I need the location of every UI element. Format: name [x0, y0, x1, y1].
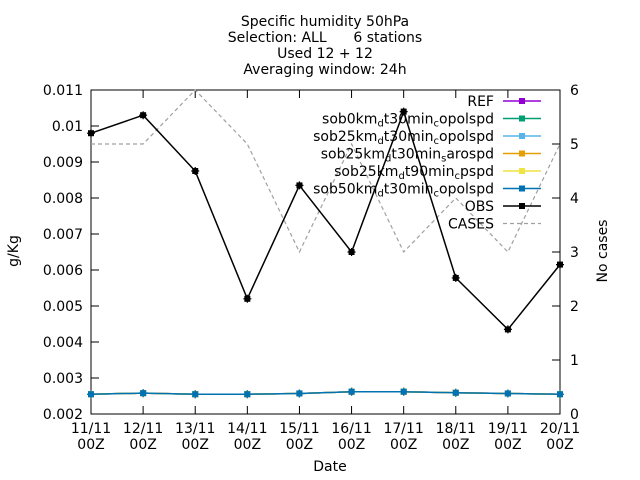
legend-label: sob25kmdt30mincopolspd: [313, 129, 494, 147]
data-point-cross: [556, 260, 564, 269]
y2-tick-label: 3: [570, 245, 579, 261]
x-tick-label-date: 18/11: [436, 421, 476, 437]
x-tick-label-time: 00Z: [546, 437, 573, 453]
legend-marker: [519, 150, 525, 157]
x-tick-label-time: 00Z: [286, 437, 313, 453]
series-layer: [87, 89, 564, 399]
plot-area: 0.002 0.003 0.004 0.005 0.006 0.007 0.008 0.009…: [43, 83, 580, 453]
data-point-cross: [503, 389, 512, 398]
legend-item: sob25kmdt30minsarospd: [321, 147, 541, 165]
legend-label: sob25kmdt90mincpspd: [334, 164, 494, 182]
data-point-cross: [347, 248, 356, 256]
legend-marker: [519, 98, 525, 104]
series-obs: [87, 107, 564, 334]
data-point-cross: [87, 129, 95, 138]
x-tick-label-date: 17/11: [383, 421, 423, 437]
y2-tick-label: 4: [570, 191, 579, 207]
legend-label: sob25kmdt30minsarospd: [321, 147, 494, 165]
legend-marker: [519, 168, 525, 174]
legend-item: REF: [467, 94, 541, 110]
y2-tick-label: 5: [570, 137, 579, 153]
legend-label: REF: [467, 94, 494, 110]
y2-tick-label: 0: [570, 407, 579, 423]
legend-item: sob50kmdt30mincopolspd: [313, 182, 541, 200]
y-axis-label: g/Kg: [6, 235, 22, 267]
data-point-cross: [451, 388, 460, 397]
x-tick-label-date: 14/11: [227, 421, 267, 437]
data-point-cross: [191, 167, 200, 175]
y-tick-label: 0.004: [43, 335, 83, 351]
y-tick-label: 0.009: [43, 155, 83, 171]
legend-item: CASES: [448, 217, 541, 233]
data-point-cross: [295, 181, 304, 190]
y-tick-label: 0.01: [52, 119, 83, 135]
y2-tick-label: 1: [570, 353, 579, 369]
x-axis-label: Date: [313, 459, 346, 475]
x-tick-label-date: 12/11: [123, 421, 163, 437]
data-point-cross: [87, 390, 95, 399]
y-tick-label: 0.003: [43, 371, 83, 387]
y-tick-label: 0.008: [43, 191, 83, 207]
x-tick-label-time: 00Z: [234, 437, 261, 453]
legend-label: OBS: [465, 199, 494, 215]
data-point-cross: [191, 390, 200, 399]
title-line-3: Used 12 + 12: [277, 46, 373, 62]
x-tick-label-time: 00Z: [442, 437, 469, 453]
data-point-cross: [399, 387, 408, 396]
legend-item: OBS: [465, 199, 541, 215]
x-tick-label-time: 00Z: [129, 437, 156, 453]
series-line: [91, 89, 561, 254]
legend-item: sob25kmdt90mincpspd: [334, 164, 541, 182]
title-line-2: Selection: ALL 6 stations: [228, 30, 422, 46]
legend-label: sob50kmdt30mincopolspd: [313, 182, 494, 200]
y2-tick-label: 6: [570, 83, 579, 99]
data-point-cross: [243, 390, 252, 399]
x-tick-label-time: 00Z: [338, 437, 365, 453]
title-line-4: Averaging window: 24h: [243, 62, 406, 78]
y-tick-label: 0.007: [43, 227, 83, 243]
data-point-cross: [139, 111, 148, 120]
chart-title: Specific humidity 50hPa Selection: ALL 6…: [228, 14, 422, 78]
x-tick-label-date: 13/11: [175, 421, 215, 437]
legend-label: sob0kmdt30mincopolspd: [322, 112, 494, 130]
series-line: [90, 109, 561, 331]
series-cases: [91, 89, 561, 254]
title-line-1: Specific humidity 50hPa: [241, 14, 409, 30]
data-point-cross: [243, 294, 252, 303]
y-tick-label: 0.005: [43, 299, 83, 315]
series-sob50km-d-t30min-c-opolspd: [87, 387, 564, 399]
legend-marker: [519, 115, 525, 122]
x-tick-label-date: 15/11: [279, 421, 319, 437]
legend-item: sob25kmdt30mincopolspd: [313, 129, 541, 147]
series-line: [90, 390, 561, 395]
data-point-cross: [503, 325, 512, 334]
y2-tick-label: 2: [570, 299, 579, 315]
x-tick-label-time: 00Z: [77, 437, 104, 453]
data-point-cross: [139, 389, 148, 398]
data-point-cross: [347, 387, 356, 396]
data-point-cross: [556, 390, 564, 399]
x-tick-label-date: 20/11: [540, 421, 580, 437]
legend: REF sob0kmdt30mincopolspdsob25kmdt30minco…: [313, 94, 541, 233]
x-tick-label-date: 16/11: [331, 421, 371, 437]
x-tick-label-date: 11/11: [71, 421, 111, 437]
legend-marker: [519, 185, 525, 192]
x-tick-label-date: 19/11: [488, 421, 528, 437]
y2-axis-label: No cases: [595, 220, 611, 283]
data-point-cross: [295, 389, 304, 398]
legend-label: CASES: [448, 217, 494, 233]
y-tick-label: 0.002: [43, 407, 83, 423]
legend-marker: [519, 133, 525, 139]
x-tick-label-time: 00Z: [390, 437, 417, 453]
x-tick-label-time: 00Z: [182, 437, 209, 453]
data-point-cross: [451, 273, 460, 282]
y-tick-label: 0.011: [43, 83, 83, 99]
x-tick-label-time: 00Z: [494, 437, 521, 453]
data-point-cross: [399, 107, 408, 116]
legend-item: sob0kmdt30mincopolspd: [322, 112, 541, 130]
legend-marker: [519, 203, 525, 209]
y-tick-label: 0.006: [43, 263, 83, 279]
